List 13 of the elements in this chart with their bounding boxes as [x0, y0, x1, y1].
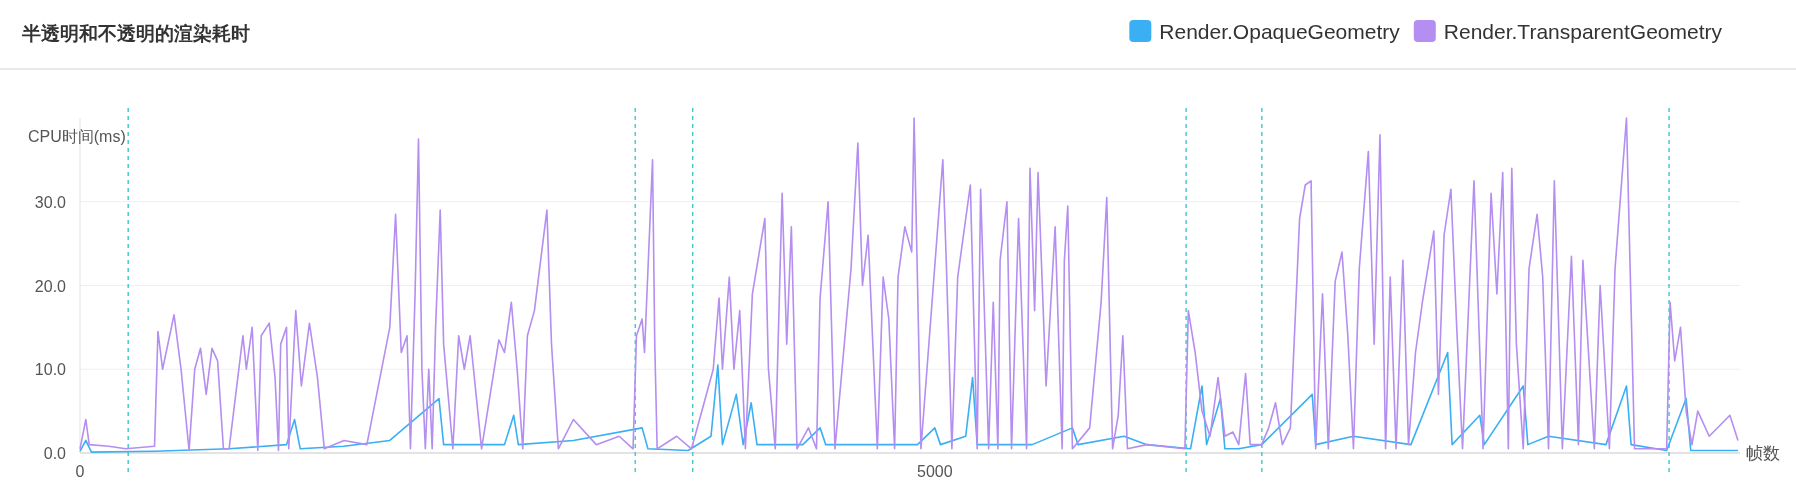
y-axis-title: CPU时间(ms) [28, 128, 126, 145]
line-series [79, 117, 1739, 452]
y-tick-label: 20.0 [34, 277, 67, 295]
x-tick-label: 5000 [916, 463, 953, 480]
legend-label: Render.TransparentGeometry [1443, 20, 1723, 43]
legend-label: Render.OpaqueGeometry [1159, 20, 1401, 43]
chart-title: 半透明和不透明的渲染耗时 [21, 23, 250, 44]
line-series [79, 351, 1739, 453]
x-tick-label: 0 [75, 463, 85, 480]
x-axis-title: 帧数 [1746, 444, 1780, 463]
y-tick-label: 0.0 [43, 445, 67, 462]
y-tick-label: 10.0 [34, 361, 67, 379]
y-tick-label: 30.0 [34, 193, 67, 211]
